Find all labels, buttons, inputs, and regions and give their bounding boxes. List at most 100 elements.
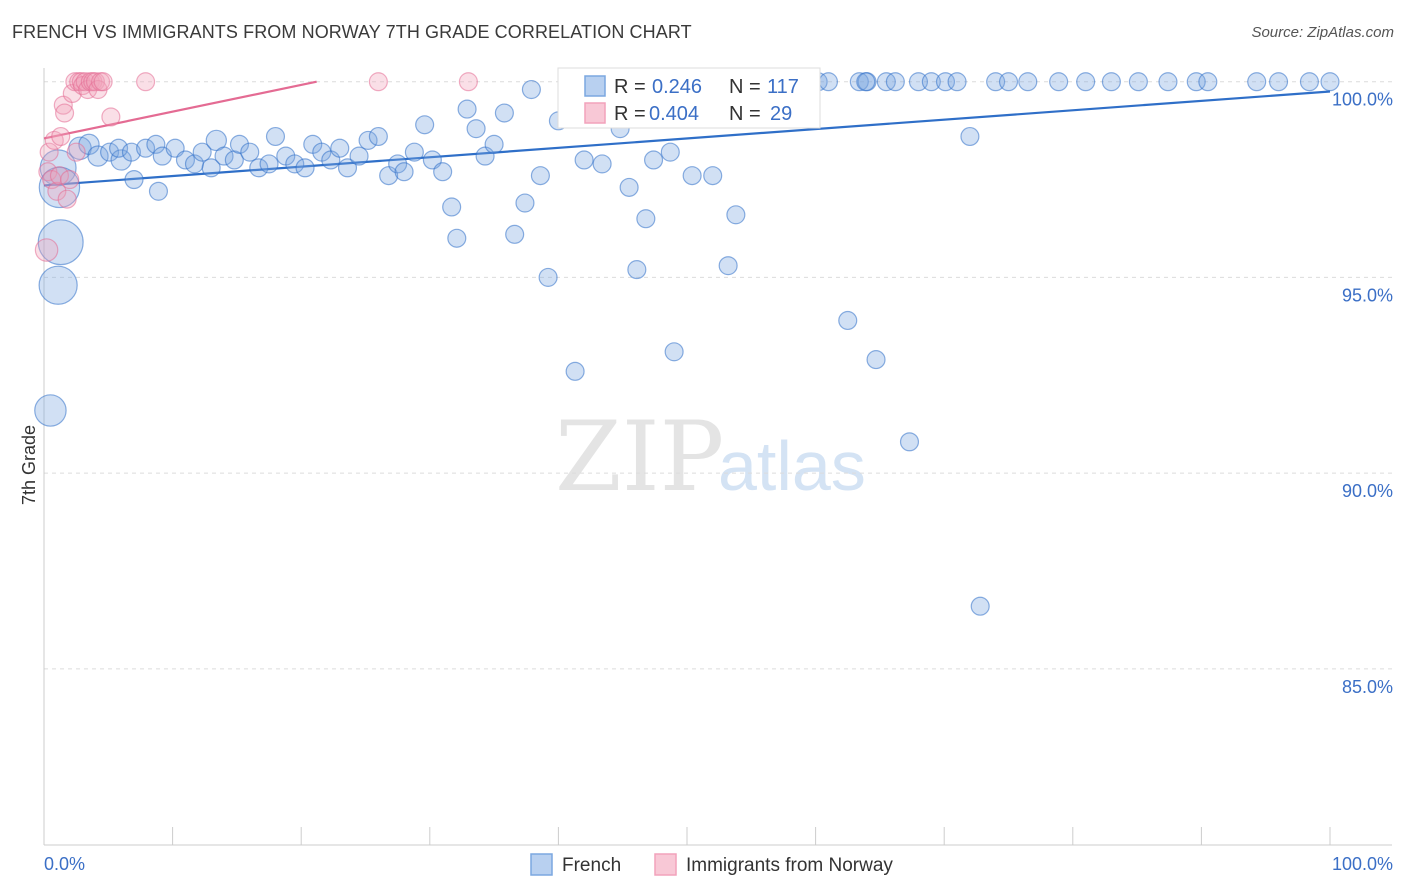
point-norway-27 [136, 72, 156, 92]
point-french-76 [682, 166, 702, 186]
point-french-31 [285, 154, 305, 174]
point-french-59 [538, 267, 558, 287]
point-french-58 [530, 166, 550, 186]
point-french-48 [442, 197, 462, 217]
point-french-90 [849, 72, 869, 92]
stats-legend: R = 0.246 N = 117 R = 0.404 N = 29 [557, 67, 821, 129]
point-french-80 [718, 256, 738, 276]
point-norway-6 [49, 166, 69, 186]
point-norway-14 [66, 142, 86, 162]
point-french-116 [856, 72, 876, 92]
point-norway-29 [458, 72, 478, 92]
point-french-53 [484, 134, 504, 154]
bottom-legend-french: French [562, 855, 621, 876]
point-norway-7 [51, 126, 71, 147]
point-french-36 [330, 138, 350, 158]
legend-norway-n-label: N = [729, 103, 761, 125]
point-french-112 [1247, 72, 1267, 92]
point-french-4 [34, 394, 67, 427]
point-french-92 [866, 350, 886, 370]
legend-swatch-french [584, 75, 606, 97]
point-french-73 [660, 142, 680, 162]
legend-french-r-label: R = [614, 76, 646, 98]
legend-french-r-value: 0.246 [652, 76, 702, 98]
point-french-21 [201, 158, 221, 178]
point-french-47 [433, 162, 453, 182]
point-norway-10 [57, 189, 77, 209]
point-french-71 [644, 150, 664, 170]
bottom-legend-norway: Immigrants from Norway [686, 855, 893, 876]
point-french-97 [921, 72, 941, 92]
point-french-23 [214, 146, 234, 166]
point-french-32 [295, 158, 315, 178]
point-french-105 [1049, 72, 1069, 92]
point-french-11 [121, 142, 142, 162]
point-french-78 [703, 166, 723, 186]
point-french-45 [415, 115, 435, 135]
x-tick-label-right: 100.0% [1332, 854, 1393, 874]
source-label: Source: ZipAtlas.com [1251, 24, 1394, 41]
point-french-99 [947, 72, 967, 92]
point-french-113 [1269, 72, 1289, 92]
y-tick-label-0: 100.0% [1332, 90, 1393, 110]
point-norway-22 [85, 72, 106, 92]
point-french-70 [636, 209, 656, 229]
point-french-101 [970, 596, 990, 616]
legend-norway-n-value: 29 [770, 103, 792, 125]
point-french-39 [358, 130, 378, 150]
legend-french-n-value: 117 [767, 76, 799, 98]
point-french-115 [1320, 72, 1340, 92]
point-french-88 [818, 72, 839, 92]
point-french-16 [148, 181, 169, 201]
point-french-20 [192, 142, 212, 162]
point-french-40 [368, 126, 388, 147]
trend-line-norway [43, 80, 317, 140]
point-french-81 [726, 205, 746, 225]
point-norway-28 [368, 72, 388, 92]
point-french-114 [1299, 72, 1319, 92]
point-french-54 [494, 103, 514, 123]
legend-swatch-norway [584, 102, 606, 124]
point-french-104 [1018, 72, 1038, 92]
point-french-7 [87, 145, 109, 167]
point-norway-11 [60, 169, 80, 190]
point-french-26 [240, 142, 260, 162]
point-french-111 [1198, 72, 1218, 92]
point-french-37 [337, 158, 358, 178]
chart-title: FRENCH VS IMMIGRANTS FROM NORWAY 7TH GRA… [12, 22, 692, 42]
point-french-100 [960, 126, 980, 147]
point-french-51 [466, 119, 486, 139]
point-french-38 [349, 146, 369, 166]
point-french-107 [1101, 72, 1121, 92]
point-french-103 [998, 72, 1019, 92]
series-legend: French Immigrants from Norway [530, 853, 893, 876]
point-french-94 [885, 72, 905, 92]
point-french-89 [838, 310, 858, 331]
legend-norway-r-value: 0.404 [649, 103, 699, 125]
y-axis-label: 7th Grade [19, 425, 39, 505]
point-french-44 [404, 142, 424, 162]
point-french-62 [565, 361, 585, 381]
watermark-zip: ZIP [555, 401, 724, 513]
point-french-13 [124, 169, 144, 190]
point-norway-2 [39, 142, 59, 162]
bottom-legend-swatch-french [530, 853, 553, 876]
x-tick-label-left: 0.0% [44, 854, 85, 874]
point-french-69 [627, 260, 647, 280]
point-french-57 [521, 79, 541, 100]
y-tick-label-2: 90.0% [1342, 481, 1393, 501]
point-french-29 [265, 126, 286, 147]
legend-french-n-label: N = [729, 76, 761, 98]
point-french-12 [136, 138, 156, 158]
point-french-55 [505, 224, 525, 244]
point-norway-5 [47, 181, 67, 201]
y-tick-label-1: 95.0% [1342, 285, 1393, 305]
point-french-9 [110, 149, 132, 171]
point-french-3 [38, 265, 78, 305]
point-french-49 [447, 228, 467, 248]
point-french-63 [574, 150, 594, 170]
point-french-68 [619, 177, 639, 197]
point-french-28 [259, 154, 279, 174]
point-french-65 [592, 154, 612, 174]
